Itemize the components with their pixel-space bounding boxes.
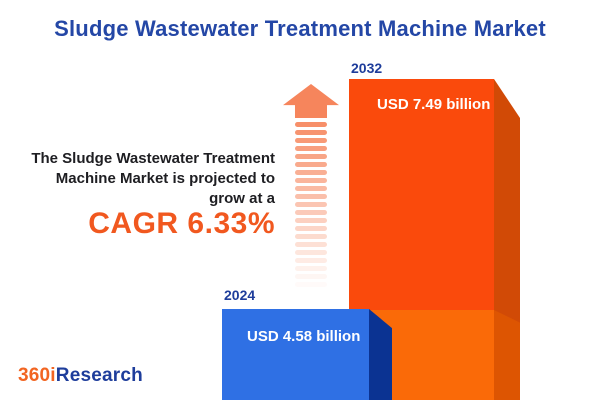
arrow-stripe <box>295 130 327 135</box>
bar-2024-value-label: USD 4.58 billion <box>247 328 361 345</box>
brand-logo-prefix: 360i <box>18 365 56 386</box>
arrow-stripe <box>295 178 327 183</box>
description-text: The Sludge Wastewater Treatment Machine … <box>15 149 275 240</box>
arrow-stripe <box>295 234 327 239</box>
arrow-stripe <box>295 138 327 143</box>
arrow-stripe <box>295 194 327 199</box>
arrow-stripe <box>295 186 327 191</box>
arrow-stripe <box>295 226 327 231</box>
arrow-stripe <box>295 242 327 247</box>
bar-2024-year-label: 2024 <box>224 287 256 303</box>
arrow-stripe <box>295 274 327 279</box>
bar-2032-side-upper <box>494 79 520 323</box>
arrow-fade-stripes <box>295 122 327 292</box>
bar-2024-side <box>369 309 392 400</box>
description-line: Machine Market is projected to <box>55 170 275 187</box>
arrow-stripe <box>295 154 327 159</box>
bar-2024-face <box>222 309 369 400</box>
arrow-up-icon <box>283 84 339 118</box>
description-line: The Sludge Wastewater Treatment <box>31 150 275 167</box>
arrow-stripe <box>295 210 327 215</box>
brand-logo: 360iResearch <box>18 365 143 387</box>
arrow-stripe <box>295 218 327 223</box>
bar-2032-face-upper <box>349 79 494 310</box>
arrow-stripe <box>295 282 327 287</box>
arrow-stripe <box>295 162 327 167</box>
arrow-stripe <box>295 202 327 207</box>
arrow-stripe <box>295 146 327 151</box>
bar-2032-side-lower <box>494 310 520 400</box>
page-title: Sludge Wastewater Treatment Machine Mark… <box>54 16 546 41</box>
arrow-stripe <box>295 258 327 263</box>
arrow-stripe <box>295 170 327 175</box>
cagr-value: CAGR 6.33% <box>88 207 275 240</box>
description-line: grow at a <box>209 190 275 207</box>
bar-2032-year-label: 2032 <box>351 60 383 76</box>
arrow-stripe <box>295 250 327 255</box>
brand-logo-suffix: Research <box>55 365 143 386</box>
arrow-stripe <box>295 266 327 271</box>
arrow-stripe <box>295 122 327 127</box>
bar-2032-value-label: USD 7.49 billion <box>377 96 491 113</box>
